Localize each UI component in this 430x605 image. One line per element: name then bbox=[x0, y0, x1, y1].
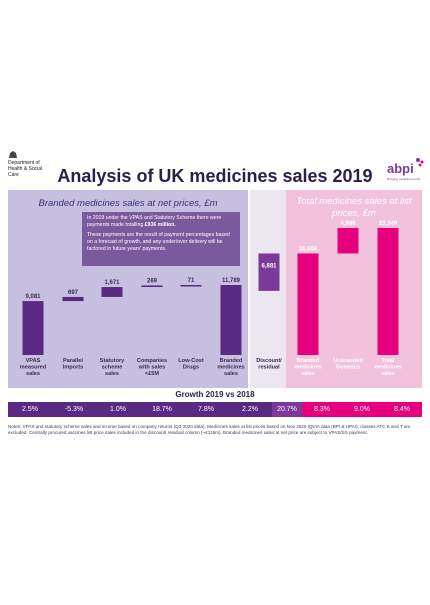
growth-value: 2.5% bbox=[8, 402, 52, 417]
category-label: Statutory scheme sales bbox=[100, 358, 125, 377]
abpi-tagline: Bringing medicines to life bbox=[387, 177, 421, 181]
data-label: 697 bbox=[68, 290, 79, 296]
note-text-2: These payments are the result of payment… bbox=[87, 232, 230, 252]
category-label: Discount/residual bbox=[256, 358, 282, 371]
bar bbox=[22, 301, 44, 355]
data-label: 4,680 bbox=[340, 221, 356, 227]
growth-value: 18.7% bbox=[140, 402, 184, 417]
note-payment-total: £936 million. bbox=[144, 222, 176, 228]
category-label: Low-Cost Drugs bbox=[178, 358, 204, 371]
category-label: Total medicines sales bbox=[374, 358, 401, 377]
category-label: Parallel Imports bbox=[63, 358, 84, 371]
data-label: 23,349 bbox=[379, 221, 398, 227]
abpi-logo: abpi Bringing medicines to life bbox=[384, 156, 426, 182]
bar bbox=[297, 253, 319, 355]
page-title: Analysis of UK medicines sales 2019 bbox=[57, 166, 373, 186]
bar bbox=[258, 253, 280, 291]
bar bbox=[180, 285, 202, 287]
list-price-panel-title: Total medicines sales at list prices, £m bbox=[296, 196, 412, 219]
abpi-logo-text: abpi bbox=[387, 161, 414, 176]
category-label: Unbranded Generics bbox=[333, 358, 363, 371]
bar bbox=[337, 228, 359, 254]
growth-strip: 2.5% -5.3% 1.0% 18.7% 7.8% 2.2% 20.7% 8.… bbox=[8, 402, 422, 417]
data-label: 269 bbox=[147, 278, 158, 284]
category-label: Companies with sales <£5M bbox=[137, 358, 167, 377]
growth-value: 9.0% bbox=[342, 402, 382, 417]
growth-value: 2.2% bbox=[228, 402, 272, 417]
data-label: 6,881 bbox=[261, 263, 277, 269]
data-label: 9,081 bbox=[25, 294, 41, 300]
crest-icon bbox=[9, 151, 17, 158]
note-text-1: In 2019 under the VPAS and Statutory Sch… bbox=[87, 215, 222, 228]
data-label: 71 bbox=[188, 278, 195, 284]
waterfall-chart: 9,081 697 1,671 269 71 11,789 6,881 18,669 4,680… bbox=[20, 221, 402, 377]
bar bbox=[377, 228, 399, 355]
data-label: 18,669 bbox=[299, 246, 318, 252]
bar bbox=[220, 285, 242, 355]
category-label: VPAS measured sales bbox=[20, 358, 47, 377]
data-label: 11,789 bbox=[222, 278, 241, 284]
growth-value: 8.3% bbox=[302, 402, 342, 417]
growth-value: 1.0% bbox=[96, 402, 140, 417]
bar bbox=[101, 287, 123, 297]
growth-value: 8.4% bbox=[382, 402, 422, 417]
abpi-logo-icon: abpi Bringing medicines to life bbox=[387, 158, 424, 181]
growth-value: 7.8% bbox=[184, 402, 228, 417]
bar bbox=[62, 296, 84, 302]
growth-title: Growth 2019 vs 2018 bbox=[175, 390, 255, 399]
vpas-payments-note: In 2019 under the VPAS and Statutory Sch… bbox=[82, 212, 240, 266]
category-label: Branded medicines sales bbox=[217, 358, 244, 377]
department-name: Department of Health & Social Care bbox=[8, 160, 43, 178]
bar bbox=[141, 285, 163, 288]
data-label: 1,671 bbox=[104, 280, 120, 286]
branded-net-panel-title: Branded medicines sales at net prices, £… bbox=[38, 198, 218, 209]
category-label: Branded medicines sales bbox=[294, 358, 321, 377]
growth-value: -5.3% bbox=[52, 402, 96, 417]
growth-value: 20.7% bbox=[272, 402, 302, 417]
footnote: Notes: VPAS and statutory scheme sales a… bbox=[8, 424, 411, 435]
